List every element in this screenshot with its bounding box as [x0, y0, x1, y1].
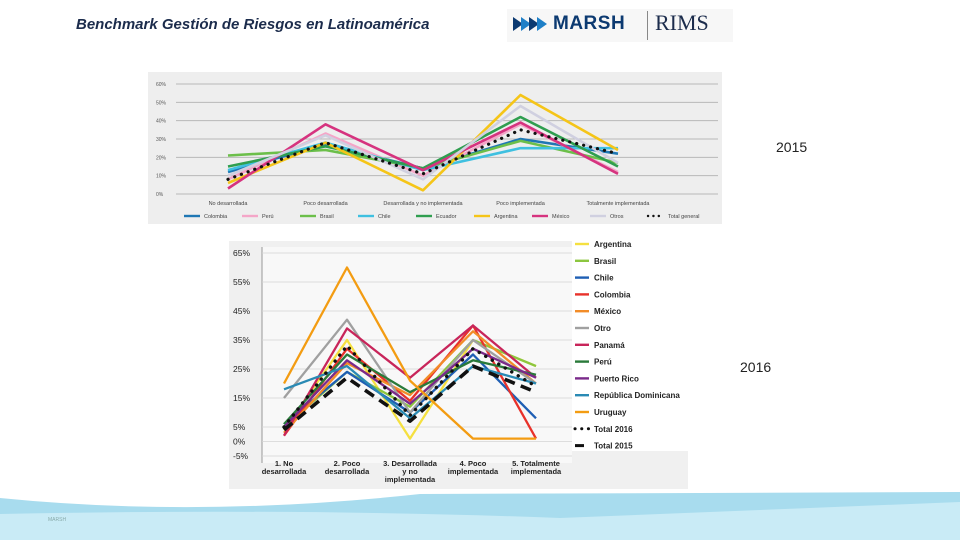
- legend-label: Perú: [594, 358, 612, 367]
- series-line: [283, 318, 537, 414]
- legend-label: Argentina: [494, 214, 518, 220]
- x-tick-label: Totalmente implementada: [587, 201, 651, 207]
- footer-band: [0, 492, 960, 540]
- x-tick-label: 4. Poco implementada: [448, 459, 499, 476]
- legend-label: Puerto Rico: [594, 374, 639, 383]
- y-tick-label: 55%: [233, 277, 250, 287]
- x-tick-label: 5. Totalmente implementada: [511, 459, 562, 476]
- footer-text: MARSH: [48, 517, 67, 523]
- legend-label: México: [594, 307, 621, 316]
- series-line: [282, 344, 538, 429]
- legend-label: Argentina: [594, 241, 632, 249]
- chart-2016-svg: 65% 55% 45% 35% 25% 15% 5% 0% -5% 1. No desarrolla…: [233, 240, 688, 484]
- rims-logo: RIMS: [655, 11, 709, 35]
- rims-logo-text: RIMS: [655, 10, 709, 35]
- series-line: [282, 364, 537, 432]
- y-tick-label: 40%: [156, 119, 167, 125]
- chart-2016: 65% 55% 45% 35% 25% 15% 5% 0% -5% 1. No desarrolla…: [229, 240, 688, 489]
- series-line: [227, 115, 619, 170]
- legend-label: Ecuador: [436, 214, 457, 220]
- series-line: [227, 121, 619, 190]
- y-tick-label: 0%: [156, 192, 164, 198]
- legend-label: Colombia: [594, 290, 631, 299]
- legend-label: Panamá: [594, 341, 625, 350]
- x-tick-label: 1. No desarrollada: [262, 459, 307, 476]
- legend-label: Brasil: [594, 257, 616, 266]
- chart-2015-svg: 60% 50% 40% 30% 20% 10% 0% No desarrollada Poco …: [156, 82, 718, 220]
- y-tick-label: 15%: [233, 393, 250, 403]
- y-tick-label: 60%: [156, 82, 167, 88]
- series-line: [283, 347, 537, 428]
- series-line: [227, 104, 619, 181]
- legend-label: República Dominicana: [594, 391, 680, 400]
- legend-label: Total 2016: [594, 425, 633, 434]
- legend-label: Chile: [594, 274, 614, 283]
- legend-label: Otro: [594, 324, 611, 333]
- series-line: [283, 324, 537, 437]
- series-line: [283, 353, 537, 425]
- x-tick-label: 2. Poco desarrollada: [325, 459, 370, 476]
- marsh-logo-text: MARSH: [553, 13, 626, 34]
- legend-label: Brasil: [320, 214, 334, 220]
- legend-label: Uruguay: [594, 408, 627, 417]
- marsh-logo-icon: [513, 17, 547, 31]
- x-tick-label: Desarrollada y no implementada: [383, 201, 463, 207]
- y-tick-label: 20%: [156, 155, 167, 161]
- page-title: Benchmark Gestión de Riesgos en Latinoam…: [76, 16, 430, 33]
- year-label-2016: 2016: [740, 359, 772, 375]
- logo-bar: MARSH RIMS: [507, 9, 733, 42]
- chart-2015: 60% 50% 40% 30% 20% 10% 0% No desarrollada Poco …: [148, 72, 722, 224]
- series-line: [282, 266, 536, 440]
- x-tick-label: No desarrollada: [209, 201, 249, 207]
- y-tick-label: 10%: [156, 174, 167, 180]
- legend-label: Colombia: [204, 214, 228, 220]
- y-tick-label: 50%: [156, 100, 167, 106]
- legend-label: Chile: [378, 214, 391, 220]
- y-tick-label: 45%: [233, 306, 250, 316]
- x-tick-label: Poco desarrollada: [303, 201, 348, 207]
- year-label-2015: 2015: [776, 139, 808, 155]
- legend-area: [572, 241, 688, 451]
- marsh-logo: MARSH: [513, 13, 625, 35]
- series-line: [283, 330, 537, 434]
- y-tick-label: 0%: [233, 437, 246, 447]
- logo-divider: [647, 11, 648, 40]
- y-tick-label: 30%: [156, 137, 167, 143]
- legend-label: Perú: [262, 214, 274, 220]
- x-tick-label: 3. Desarrollada y no implementada: [383, 459, 438, 484]
- y-tick-label: -5%: [233, 451, 249, 461]
- y-tick-label: 5%: [233, 422, 246, 432]
- series-line: [227, 93, 619, 192]
- series-line: [226, 128, 620, 181]
- y-tick-label: 35%: [233, 335, 250, 345]
- x-tick-label: Poco implementada: [496, 201, 546, 207]
- legend-label: Otros: [610, 214, 624, 220]
- plot-area: [262, 247, 572, 463]
- legend-label: México: [552, 214, 569, 220]
- y-tick-label: 65%: [233, 248, 250, 258]
- legend-label: Total 2015: [594, 442, 633, 451]
- y-tick-label: 25%: [233, 364, 250, 374]
- legend-label: Total general: [668, 214, 700, 220]
